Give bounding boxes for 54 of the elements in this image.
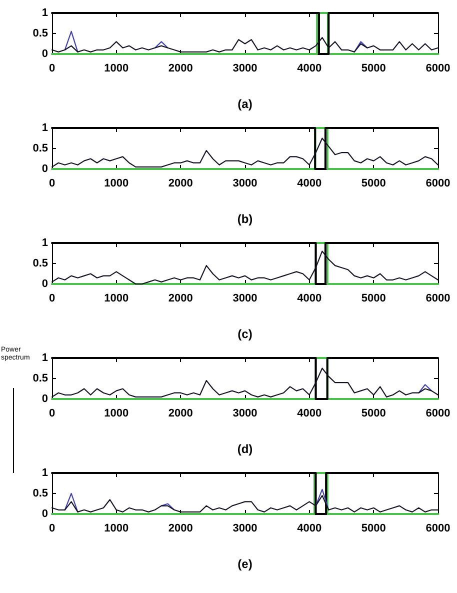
x-tick-label: 4000 bbox=[297, 522, 322, 534]
line-series bbox=[51, 495, 439, 512]
x-tick-label: 6000 bbox=[426, 522, 450, 534]
y-tick-label: 0.5 bbox=[32, 488, 48, 500]
x-tick-label: 6000 bbox=[426, 178, 450, 190]
x-tick-label: 1000 bbox=[104, 62, 129, 74]
y-tick-label: 0 bbox=[42, 508, 48, 520]
y-tick-label: 0.5 bbox=[32, 142, 48, 154]
x-tick-label: 2000 bbox=[168, 62, 193, 74]
x-tick-label: 3000 bbox=[232, 62, 258, 74]
y-tick-label: 0 bbox=[42, 393, 48, 405]
x-tick-label: 3000 bbox=[232, 292, 258, 304]
y-tick-label: 1 bbox=[42, 237, 48, 249]
x-tick-label: 6000 bbox=[426, 62, 450, 74]
x-tick-label: 5000 bbox=[361, 62, 386, 74]
line-series bbox=[51, 138, 439, 168]
y-tick-label: 0.5 bbox=[32, 28, 48, 40]
x-tick-label: 2000 bbox=[168, 408, 193, 420]
x-tick-label: 3000 bbox=[232, 178, 258, 190]
y-tick-label: 1 bbox=[42, 7, 48, 19]
x-tick-label: 3000 bbox=[232, 522, 258, 534]
x-tick-label: 1000 bbox=[104, 522, 129, 534]
x-axis-title: (b) bbox=[237, 212, 253, 226]
x-tick-label: 5000 bbox=[361, 408, 386, 420]
y-tick-label: 0.5 bbox=[32, 372, 48, 384]
x-tick-label: 6000 bbox=[426, 292, 450, 304]
x-tick-label: 1000 bbox=[104, 178, 129, 190]
x-tick-label: 4000 bbox=[297, 292, 322, 304]
y-tick-label: 0 bbox=[42, 163, 48, 175]
x-tick-label: 5000 bbox=[361, 292, 386, 304]
x-tick-label: 5000 bbox=[361, 178, 386, 190]
x-tick-label: 1000 bbox=[104, 292, 129, 304]
x-axis-title: (e) bbox=[238, 557, 252, 571]
x-axis-title: (a) bbox=[238, 97, 252, 111]
x-tick-label: 3000 bbox=[232, 408, 258, 420]
y-tick-label: 0 bbox=[42, 48, 48, 60]
x-axis-title: (d) bbox=[237, 442, 253, 456]
y-tick-label: 0 bbox=[42, 278, 48, 290]
x-tick-label: 6000 bbox=[426, 408, 450, 420]
x-tick-label: 4000 bbox=[297, 408, 322, 420]
x-axis-title: (c) bbox=[238, 327, 252, 341]
y-tick-label: 1 bbox=[42, 467, 48, 479]
line-series bbox=[51, 37, 439, 52]
x-tick-label: 5000 bbox=[361, 522, 386, 534]
x-tick-label: 4000 bbox=[297, 62, 322, 74]
x-tick-label: 2000 bbox=[168, 178, 193, 190]
x-tick-label: 2000 bbox=[168, 292, 193, 304]
x-tick-label: 1000 bbox=[104, 408, 129, 420]
y-tick-label: 1 bbox=[42, 122, 48, 134]
y-tick-label: 0.5 bbox=[32, 258, 48, 270]
x-tick-label: 4000 bbox=[297, 178, 322, 190]
x-tick-label: 2000 bbox=[168, 522, 193, 534]
line-series bbox=[51, 368, 439, 398]
y-tick-label: 1 bbox=[42, 352, 48, 364]
